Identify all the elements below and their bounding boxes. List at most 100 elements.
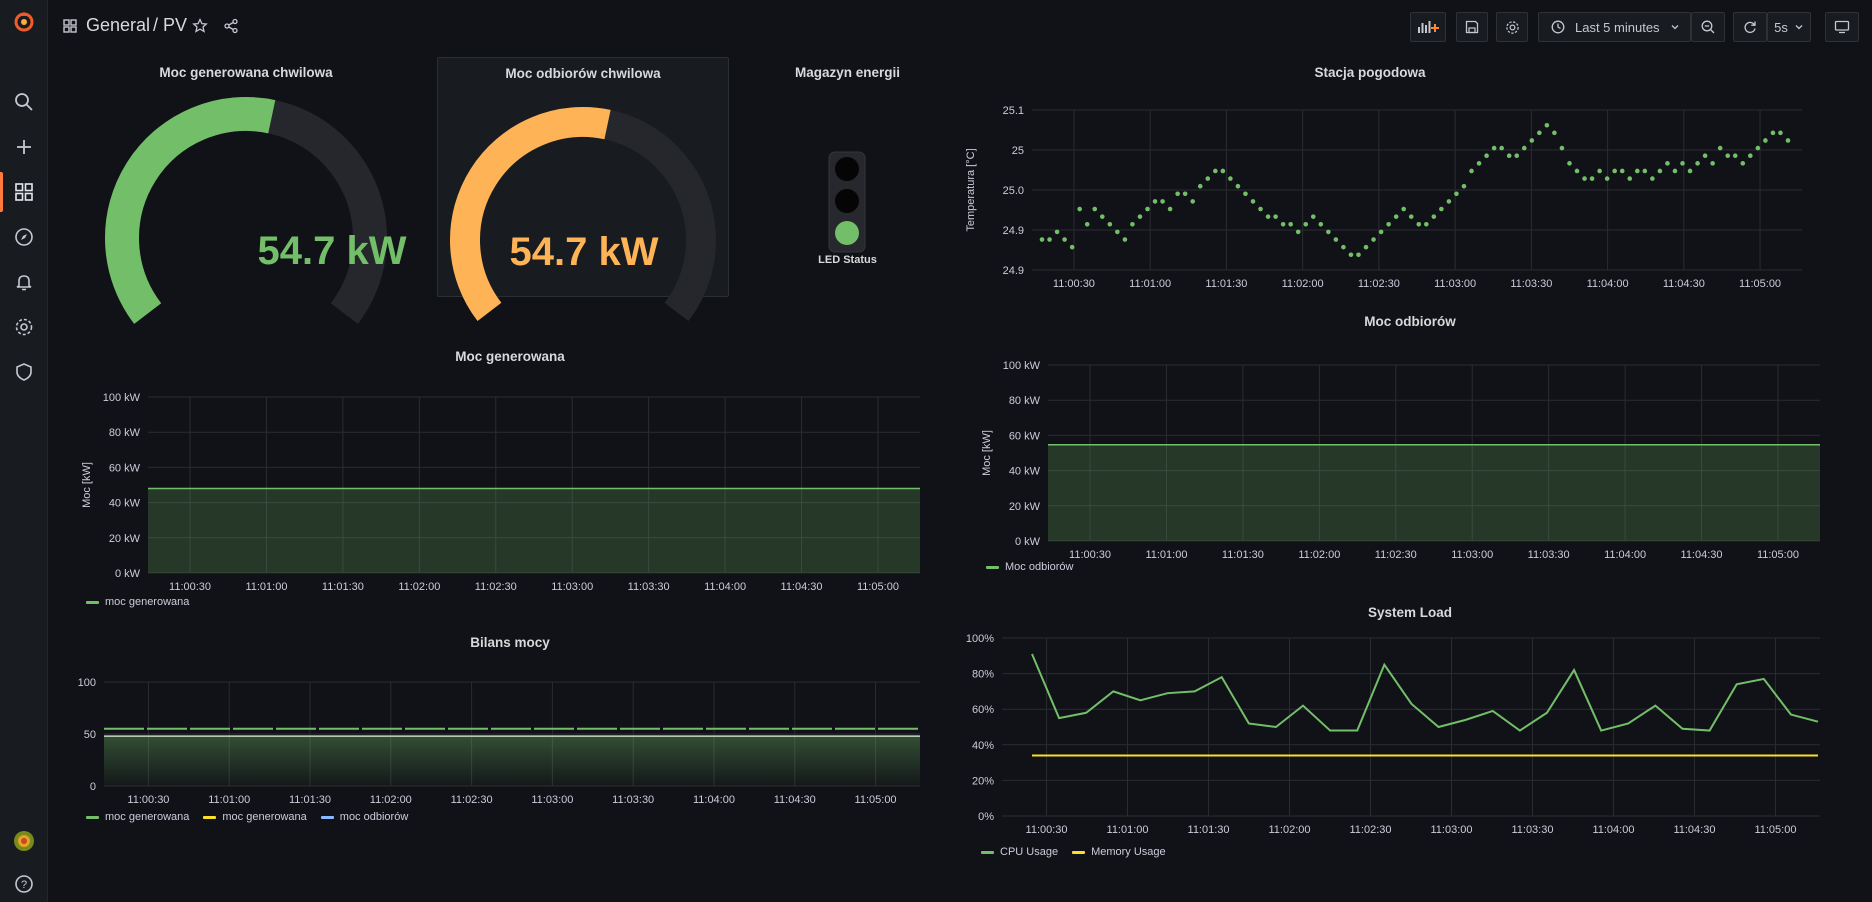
plus-icon[interactable] bbox=[12, 135, 36, 159]
grafana-logo-icon[interactable] bbox=[12, 10, 36, 34]
legend-item[interactable]: CPU Usage bbox=[981, 846, 1058, 858]
data-point bbox=[1371, 237, 1376, 242]
data-point bbox=[1491, 145, 1497, 151]
data-point bbox=[1461, 183, 1467, 189]
legend-item[interactable]: moc odbiorów bbox=[320, 811, 408, 823]
data-point bbox=[1725, 153, 1731, 159]
legend-item[interactable]: Moc odbiorów bbox=[986, 561, 1073, 573]
data-point bbox=[1544, 122, 1550, 128]
configuration-icon[interactable] bbox=[12, 315, 36, 339]
refresh-button[interactable] bbox=[1733, 12, 1767, 42]
data-point bbox=[1167, 206, 1173, 212]
x-tick-label: 11:03:00 bbox=[1451, 549, 1493, 561]
share-icon[interactable] bbox=[223, 18, 239, 39]
data-point bbox=[1243, 191, 1248, 197]
x-tick-label: 11:00:30 bbox=[1026, 824, 1068, 836]
search-icon[interactable] bbox=[12, 90, 36, 114]
data-point bbox=[1310, 214, 1316, 219]
chevron-down-icon bbox=[1671, 25, 1679, 30]
dashboard-settings-button[interactable] bbox=[1496, 12, 1528, 42]
data-point bbox=[1763, 138, 1768, 143]
panel-energy-storage[interactable]: Magazyn energii LED Status bbox=[770, 57, 925, 297]
data-point bbox=[1152, 199, 1158, 204]
data-point bbox=[1099, 214, 1105, 219]
panel-system-load[interactable]: System Load bbox=[960, 595, 1860, 620]
refresh-icon bbox=[1744, 21, 1756, 34]
x-tick-label: 11:04:00 bbox=[1587, 278, 1629, 290]
data-point bbox=[1235, 183, 1241, 189]
data-point bbox=[1039, 237, 1045, 242]
data-point bbox=[1740, 161, 1746, 166]
panel-consumption-power[interactable]: Moc odbiorów bbox=[960, 305, 1860, 329]
data-point bbox=[1175, 191, 1180, 197]
data-point bbox=[1213, 168, 1218, 174]
refresh-interval-picker[interactable]: 5s bbox=[1767, 12, 1811, 42]
legend: moc generowana moc generowana moc odbior… bbox=[86, 811, 408, 823]
data-point bbox=[1273, 214, 1278, 219]
shield-icon[interactable] bbox=[12, 360, 36, 384]
star-icon[interactable] bbox=[192, 17, 208, 39]
y-tick-label: 100 kW bbox=[1003, 360, 1041, 372]
y-tick-label: 40% bbox=[972, 740, 994, 752]
breadcrumb-dashboard[interactable]: PV bbox=[163, 15, 188, 35]
legend-item[interactable]: moc generowana bbox=[203, 811, 307, 823]
y-tick-label: 40 kW bbox=[1009, 466, 1041, 478]
legend: moc generowana bbox=[86, 596, 189, 608]
alerting-icon[interactable] bbox=[12, 270, 36, 294]
x-tick-label: 11:05:00 bbox=[1739, 278, 1781, 290]
y-tick-label: 100 kW bbox=[103, 392, 141, 404]
data-point bbox=[1634, 168, 1640, 174]
time-range-picker[interactable]: Last 5 minutes bbox=[1538, 12, 1691, 42]
tv-mode-button[interactable] bbox=[1825, 12, 1859, 42]
data-point bbox=[1122, 237, 1128, 242]
x-tick-label: 11:05:00 bbox=[1754, 824, 1796, 836]
panel-gauge-generated[interactable]: Moc generowana chwilowa 54.7 kW bbox=[86, 57, 406, 324]
x-tick-label: 11:01:00 bbox=[1107, 824, 1149, 836]
x-tick-label: 11:05:00 bbox=[1757, 549, 1799, 561]
data-point bbox=[1363, 244, 1369, 250]
data-point bbox=[1062, 237, 1067, 242]
explore-icon[interactable] bbox=[12, 225, 36, 249]
gauge-value: 54.7 kW bbox=[257, 229, 407, 273]
panel-generated-power[interactable]: Moc generowana bbox=[60, 340, 960, 364]
y-tick-label: 0 kW bbox=[1015, 536, 1041, 548]
y-tick-label: 25.1 bbox=[1003, 105, 1024, 117]
data-point bbox=[1665, 161, 1670, 166]
breadcrumb-folder[interactable]: General bbox=[86, 15, 151, 35]
data-point bbox=[1205, 176, 1211, 181]
data-point bbox=[1657, 168, 1663, 174]
user-avatar-icon[interactable] bbox=[12, 829, 36, 853]
series-area bbox=[104, 736, 920, 786]
zoom-out-button[interactable] bbox=[1691, 12, 1725, 42]
data-point bbox=[1627, 176, 1633, 181]
data-point bbox=[1537, 130, 1542, 136]
gauge-arc bbox=[450, 107, 716, 322]
data-point bbox=[1084, 221, 1090, 227]
legend-item[interactable]: Memory Usage bbox=[1072, 846, 1166, 858]
panel-title: Bilans mocy bbox=[470, 635, 550, 650]
panel-weather[interactable]: Stacja pogodowa bbox=[960, 57, 1780, 297]
y-tick-label: 80 kW bbox=[1009, 395, 1041, 407]
time-range-label: Last 5 minutes bbox=[1575, 19, 1660, 35]
data-point bbox=[1115, 229, 1120, 235]
data-point bbox=[1190, 199, 1196, 204]
x-tick-label: 11:02:30 bbox=[475, 581, 517, 593]
legend-item[interactable]: moc generowana bbox=[86, 596, 189, 608]
help-icon[interactable]: ? bbox=[12, 872, 36, 896]
add-panel-button[interactable] bbox=[1410, 12, 1446, 42]
panel-power-balance[interactable]: Bilans mocy bbox=[60, 625, 960, 650]
legend-item[interactable]: moc generowana bbox=[86, 811, 189, 823]
x-tick-label: 11:03:00 bbox=[1430, 824, 1472, 836]
data-point bbox=[1748, 153, 1753, 159]
dashboards-icon[interactable] bbox=[12, 180, 36, 204]
panel-title: Moc generowana bbox=[455, 349, 565, 364]
panel-gauge-consumption[interactable]: Moc odbiorów chwilowa 54.7 kW bbox=[437, 57, 729, 322]
save-dashboard-button[interactable] bbox=[1456, 12, 1488, 42]
data-point bbox=[1326, 229, 1331, 235]
y-tick-label: 20 kW bbox=[109, 533, 141, 545]
data-point bbox=[1589, 176, 1595, 181]
data-point bbox=[1386, 221, 1391, 227]
sidebar-active-indicator bbox=[0, 172, 3, 212]
x-tick-label: 11:05:00 bbox=[855, 794, 897, 806]
data-point bbox=[1521, 145, 1527, 151]
